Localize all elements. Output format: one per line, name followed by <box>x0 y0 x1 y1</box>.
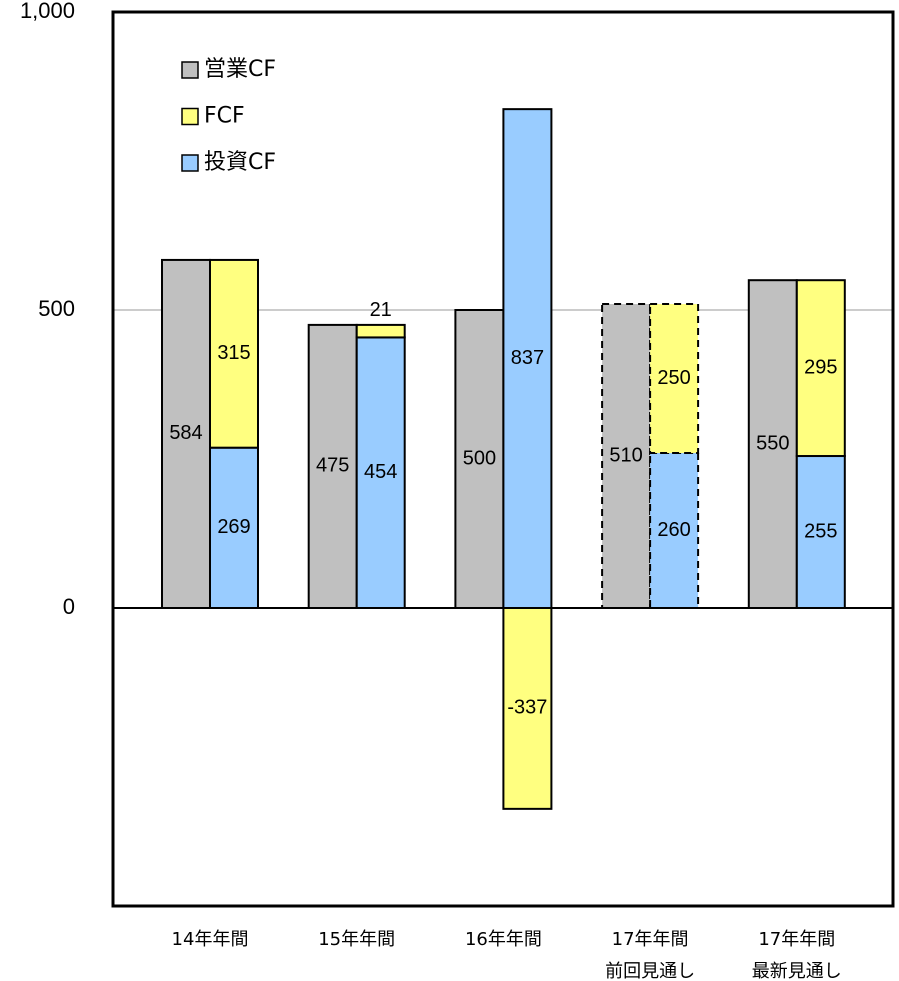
legend-label: 投資CF <box>204 150 276 175</box>
y-tick-label: 1,000 <box>20 0 75 23</box>
bar <box>355 336 406 609</box>
x-tick-label: 17年年間 <box>612 929 689 950</box>
y-tick-label: 500 <box>38 296 75 321</box>
legend-label: FCF <box>204 104 245 129</box>
value-label: 315 <box>217 342 250 364</box>
value-label: 255 <box>804 520 837 542</box>
value-label: 550 <box>756 432 789 454</box>
bar <box>502 607 553 810</box>
plot-border <box>111 10 895 908</box>
legend-swatch <box>181 61 199 79</box>
value-label: 295 <box>804 356 837 378</box>
legend-swatch <box>181 154 199 172</box>
x-tick-label: 15年年間 <box>318 929 395 950</box>
x-tick-label: 最新見通し <box>752 961 842 981</box>
value-label: 269 <box>217 516 250 538</box>
bar <box>795 455 846 609</box>
bar <box>747 279 798 609</box>
value-label: -337 <box>507 697 547 719</box>
value-label: 500 <box>463 447 496 469</box>
bar <box>601 303 652 609</box>
bar <box>649 452 700 610</box>
x-tick-label: 17年年間 <box>758 929 835 950</box>
x-tick-label: 前回見通し <box>605 961 695 981</box>
bar <box>454 309 505 609</box>
bar <box>649 303 700 455</box>
value-label: 475 <box>316 455 349 477</box>
bar <box>795 279 846 458</box>
value-label: 510 <box>609 444 642 466</box>
bar <box>502 108 553 609</box>
value-label: 250 <box>657 367 690 389</box>
bar <box>355 323 406 339</box>
value-label: 454 <box>364 461 397 483</box>
bar <box>209 446 259 609</box>
y-tick-label: 0 <box>63 594 75 619</box>
x-tick-label: 16年年間 <box>465 929 542 950</box>
legend-swatch <box>181 107 199 126</box>
value-label: 837 <box>511 347 544 369</box>
value-label: 584 <box>169 422 202 444</box>
bar <box>209 258 259 449</box>
legend-label: 営業CF <box>204 57 276 82</box>
value-label: 21 <box>370 299 392 321</box>
x-tick-label: 14年年間 <box>172 929 249 950</box>
value-label: 260 <box>657 519 690 541</box>
